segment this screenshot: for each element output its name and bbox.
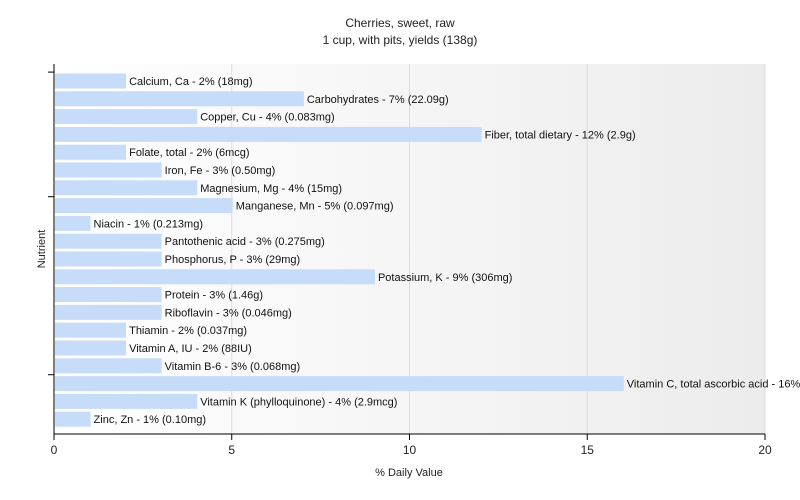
bar-label: Niacin - 1% (0.213mg) <box>94 218 203 230</box>
bar <box>55 251 162 267</box>
bar <box>55 322 127 338</box>
bar <box>55 126 482 142</box>
bars: Calcium, Ca - 2% (18mg) Carbohydrates - 7… <box>55 73 800 427</box>
bar-label: Riboflavin - 3% (0.046mg) <box>165 307 292 319</box>
bar-label: Thiamin - 2% (0.037mg) <box>129 325 247 337</box>
bar-label: Iron, Fe - 3% (0.50mg) <box>165 165 276 177</box>
bar-label: Copper, Cu - 4% (0.083mg) <box>200 112 335 124</box>
bar-label: Protein - 3% (1.46g) <box>165 290 263 302</box>
bar-label: Zinc, Zn - 1% (0.10mg) <box>94 414 206 426</box>
bar <box>55 376 624 392</box>
bar-label: Vitamin A, IU - 2% (88IU) <box>129 343 252 355</box>
y-axis-title: Nutrient <box>36 230 48 269</box>
bar <box>55 393 198 409</box>
bar-label: Manganese, Mn - 5% (0.097mg) <box>236 201 394 213</box>
bar <box>55 269 375 285</box>
bar-label: Pantothenic acid - 3% (0.275mg) <box>165 236 325 248</box>
x-axis-title: % Daily Value <box>375 467 443 479</box>
x-tick-label: 15 <box>581 443 595 457</box>
bar-label: Calcium, Ca - 2% (18mg) <box>129 76 252 88</box>
bar-label: Carbohydrates - 7% (22.09g) <box>307 94 449 106</box>
grid-lines <box>231 64 766 434</box>
x-tick-label: 10 <box>403 443 417 457</box>
bar <box>55 287 162 303</box>
x-ticks: 0 5 10 15 20 <box>51 434 772 457</box>
x-tick-label: 20 <box>758 443 772 457</box>
bar <box>55 358 162 374</box>
x-tick-label: 5 <box>228 443 235 457</box>
bar <box>55 109 198 125</box>
bar <box>55 180 198 196</box>
chart-subtitle: 1 cup, with pits, yields (138g) <box>323 33 478 47</box>
bar <box>55 162 162 178</box>
bar-label: Fiber, total dietary - 12% (2.9g) <box>485 129 636 141</box>
bar <box>55 411 91 427</box>
bar <box>55 73 127 89</box>
bar <box>55 340 127 356</box>
bar <box>55 91 304 107</box>
bar-label: Vitamin K (phylloquinone) - 4% (2.9mcg) <box>200 396 397 408</box>
chart-title: Cherries, sweet, raw <box>345 16 455 30</box>
bar-label: Vitamin C, total ascorbic acid - 16% (9.… <box>627 379 800 391</box>
bar-label: Vitamin B-6 - 3% (0.068mg) <box>165 361 301 373</box>
bar <box>55 198 233 214</box>
bar-label: Phosphorus, P - 3% (29mg) <box>165 254 301 266</box>
bar-label: Folate, total - 2% (6mcg) <box>129 147 249 159</box>
bar <box>55 144 127 160</box>
x-tick-label: 0 <box>51 443 58 457</box>
bar <box>55 215 91 231</box>
bar <box>55 304 162 320</box>
bar <box>55 233 162 249</box>
bar-label: Potassium, K - 9% (306mg) <box>378 272 513 284</box>
bar-label: Magnesium, Mg - 4% (15mg) <box>200 183 342 195</box>
